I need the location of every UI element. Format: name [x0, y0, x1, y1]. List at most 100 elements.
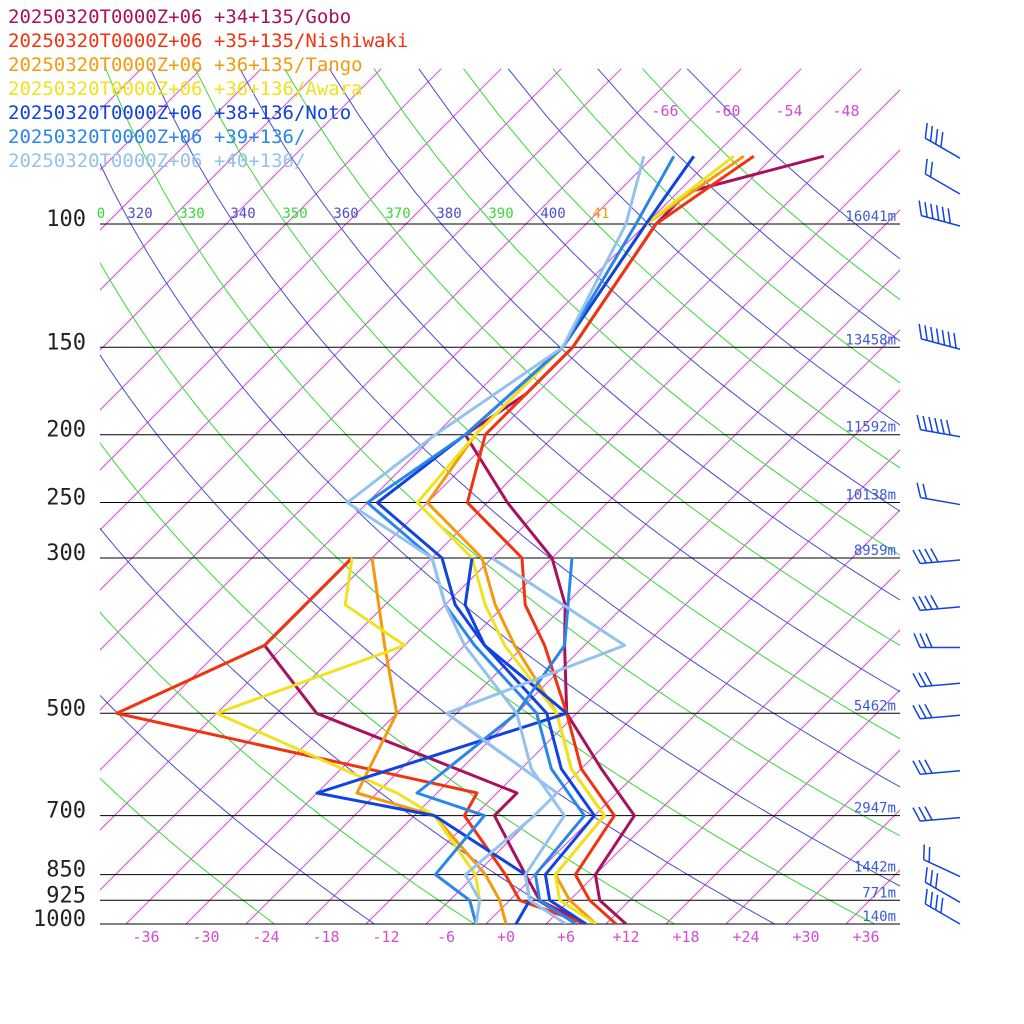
isotherm-line — [100, 68, 382, 351]
isotherm-line — [485, 509, 900, 924]
pressure-label: 850 — [46, 858, 86, 883]
theta-label: 400 — [540, 206, 565, 222]
wind-barb — [916, 414, 961, 438]
series-2-temperature-line — [465, 154, 755, 924]
pressure-label: 100 — [46, 207, 86, 232]
upper-temperature-label: -60 — [713, 102, 740, 120]
wind-barbs — [912, 122, 961, 925]
upper-temperature-label: -54 — [775, 102, 802, 120]
isotherm-line — [365, 389, 900, 924]
pressure-label: 500 — [46, 696, 86, 721]
temperature-tick-label: +0 — [497, 928, 515, 946]
wind-barb — [922, 844, 961, 878]
height-label: 771m — [862, 885, 896, 901]
potential-temperature-line — [100, 777, 275, 924]
temperature-tick-label: +24 — [732, 928, 759, 946]
potential-temperature-line — [239, 68, 900, 693]
potential-temperature-line — [507, 68, 900, 426]
pressure-label: 150 — [46, 330, 86, 355]
potential-temperature-line — [194, 68, 900, 740]
isotherm-line — [100, 68, 562, 531]
isobar-lines — [100, 223, 900, 925]
legend: 20250320T0000Z+06 +34+135/Gobo20250320T0… — [8, 6, 408, 172]
theta-label: 41 — [593, 206, 610, 222]
upper-temperature-label: -66 — [651, 102, 678, 120]
isotherm-line — [185, 209, 900, 924]
isotherm-line — [100, 89, 900, 891]
isotherm-line — [100, 68, 202, 171]
series-3-dewpoint-line — [355, 557, 508, 924]
wind-barb — [912, 671, 961, 688]
theta-label: 0 — [97, 206, 105, 222]
potential-temperature-line — [100, 442, 675, 924]
potential-temperature-line — [100, 527, 575, 924]
isotherm-line — [665, 689, 900, 924]
legend-entry: 20250320T0000Z+06 +35+135/Nishiwaki — [8, 30, 408, 52]
isotherm-line — [100, 68, 802, 771]
height-label: 1442m — [854, 860, 896, 876]
isotherm-line — [305, 329, 900, 924]
potential-temperature-line — [105, 68, 900, 837]
height-label: 10138m — [845, 488, 896, 504]
pressure-label: 1000 — [33, 907, 86, 932]
potential-temperature-line — [463, 68, 900, 469]
temperature-tick-label: -6 — [437, 928, 455, 946]
wind-barb — [912, 806, 961, 822]
potential-temperature-line — [642, 68, 900, 301]
pressure-label: 700 — [46, 799, 86, 824]
legend-entry: 20250320T0000Z+06 +39+136/ — [8, 126, 305, 148]
series-1-temperature-line — [463, 154, 825, 924]
series-4-dewpoint-line — [215, 557, 482, 924]
isotherm-line — [100, 68, 622, 591]
wind-barb — [912, 759, 961, 775]
temperature-tick-label: +30 — [792, 928, 819, 946]
potential-temperature-line — [552, 68, 900, 384]
height-label: 140m — [862, 909, 896, 925]
series-7-temperature-line — [345, 155, 646, 924]
wind-barb — [918, 200, 961, 227]
series-3-temperature-line — [425, 154, 745, 924]
height-label: 8959m — [854, 543, 896, 559]
series-6-temperature-line — [365, 155, 676, 924]
axis-labels: 100 16041m 150 13458m 200 11592m 250 10138m 300 8… — [33, 102, 896, 946]
pressure-label: 250 — [46, 486, 86, 511]
theta-label: 390 — [488, 206, 513, 222]
isotherm-line — [100, 68, 442, 411]
legend-entry: 20250320T0000Z+06 +36+135/Tango — [8, 54, 363, 76]
isotherm-line — [966, 69, 1024, 924]
wind-barb — [924, 158, 961, 195]
series-2-dewpoint-line — [115, 556, 587, 924]
height-label: 2947m — [854, 801, 896, 817]
isotherm-line — [100, 68, 862, 831]
wind-barb — [912, 548, 961, 565]
theta-label: 320 — [127, 206, 152, 222]
isotherm-line — [125, 149, 900, 924]
temperature-tick-label: +36 — [852, 928, 879, 946]
isotherm-line — [605, 629, 900, 924]
potential-temperature-line — [100, 261, 875, 924]
temperature-tick-label: -36 — [132, 928, 159, 946]
height-label: 16041m — [845, 209, 896, 225]
potential-temperature-line — [100, 694, 375, 924]
pressure-label: 300 — [46, 541, 86, 566]
theta-label: 380 — [436, 206, 461, 222]
wind-barb — [924, 867, 961, 903]
theta-label: 350 — [282, 206, 307, 222]
wind-barb — [924, 122, 961, 159]
temperature-tick-label: +12 — [612, 928, 639, 946]
series-6-dewpoint-line — [415, 557, 574, 924]
legend-entry: 20250320T0000Z+06 +40+136/ — [8, 150, 305, 172]
temperature-tick-label: -18 — [312, 928, 339, 946]
isotherm-line — [245, 269, 900, 924]
temperature-tick-label: +6 — [557, 928, 575, 946]
sounding-profiles — [115, 154, 825, 924]
legend-entry: 20250320T0000Z+06 +38+136/Noto — [8, 102, 351, 124]
legend-entry: 20250320T0000Z+06 +36+136/Awara — [8, 78, 363, 100]
isotherm-line — [100, 68, 682, 651]
potential-temperature-line — [284, 68, 900, 646]
wind-barb — [912, 703, 961, 720]
potential-temperature-line — [373, 68, 900, 556]
isotherm-line — [785, 809, 900, 924]
theta-label: 340 — [230, 206, 255, 222]
